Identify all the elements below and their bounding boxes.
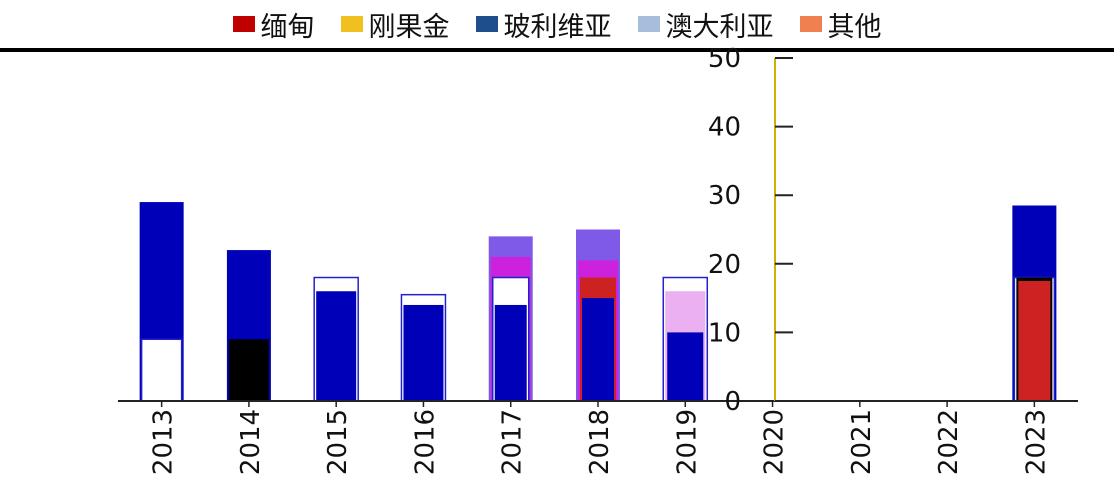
y-tick-label: 40 xyxy=(708,113,741,143)
bar-segment xyxy=(494,304,527,401)
bar-segment xyxy=(667,332,704,401)
x-tick-label: 2017 xyxy=(498,409,528,475)
legend-swatch xyxy=(799,16,822,32)
bar-segment xyxy=(1018,280,1051,401)
legend-label: 澳大利亚 xyxy=(665,11,774,43)
x-tick-label: 2022 xyxy=(934,409,964,475)
legend-divider xyxy=(0,48,1114,52)
bar-segment xyxy=(140,338,183,402)
x-tick-label: 2018 xyxy=(585,409,615,475)
legend-item: 缅甸 xyxy=(232,5,315,44)
x-tick-label: 2021 xyxy=(847,409,877,475)
x-tick-label: 2020 xyxy=(760,409,790,475)
legend-swatch xyxy=(232,16,255,32)
y-tick-label: 50 xyxy=(708,44,741,74)
y-tick-label: 30 xyxy=(708,181,741,211)
legend-swatch xyxy=(637,16,660,32)
legend-label: 其他 xyxy=(827,11,882,43)
bar-segment xyxy=(582,298,614,401)
legend-swatch xyxy=(340,16,363,32)
x-tick-label: 2019 xyxy=(672,409,702,475)
legend-label: 缅甸 xyxy=(260,11,315,43)
bar-segment xyxy=(316,291,357,401)
legend-item: 澳大利亚 xyxy=(637,5,774,44)
x-tick-label: 2013 xyxy=(149,409,179,475)
legend-item: 玻利维亚 xyxy=(475,5,612,44)
x-tick-label: 2014 xyxy=(236,409,266,475)
legend-swatch xyxy=(475,16,498,32)
x-tick-label: 2023 xyxy=(1021,409,1051,475)
bar-segment xyxy=(403,304,444,401)
legend-item: 其他 xyxy=(799,5,882,44)
legend-label: 玻利维亚 xyxy=(503,11,612,43)
chart-legend: 缅甸 刚果金 玻利维亚 澳大利亚 其他 xyxy=(0,4,1114,44)
legend-item: 刚果金 xyxy=(340,5,450,44)
y-tick-label: 0 xyxy=(724,387,741,417)
bar-segment xyxy=(228,339,269,401)
x-tick-label: 2015 xyxy=(323,409,353,475)
y-tick-label: 20 xyxy=(708,250,741,280)
legend-label: 刚果金 xyxy=(368,11,450,43)
x-tick-label: 2016 xyxy=(410,409,440,475)
y-tick-label: 10 xyxy=(708,318,741,348)
